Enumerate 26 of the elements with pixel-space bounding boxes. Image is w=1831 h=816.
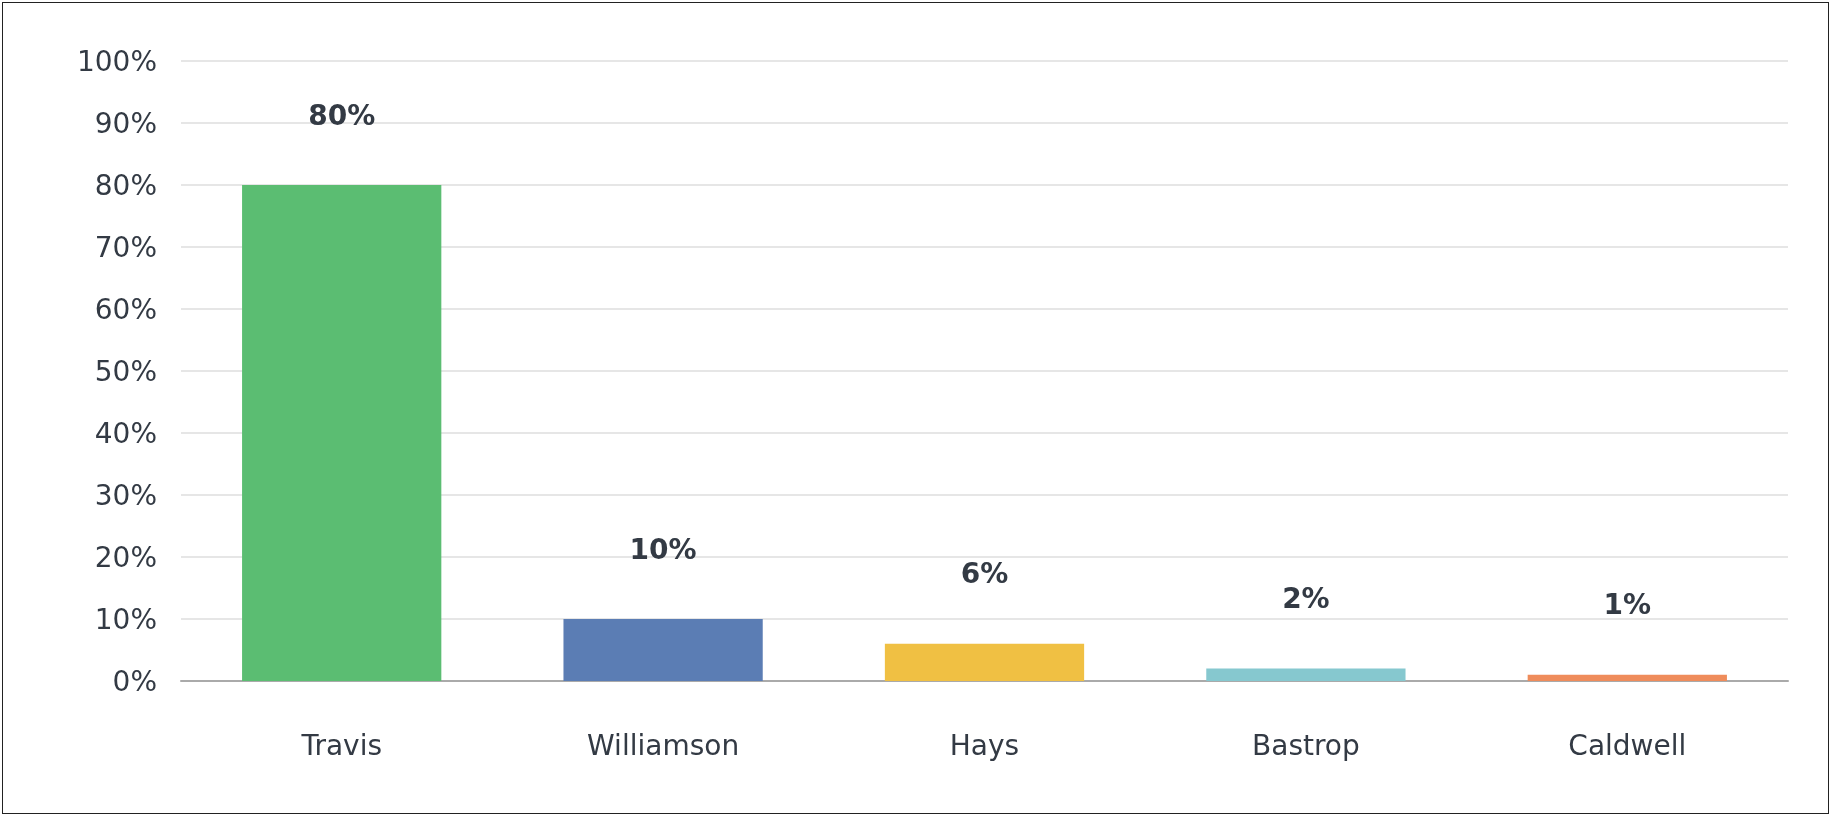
y-tick-label: 0%: [112, 664, 157, 698]
bar: [1206, 668, 1406, 681]
bar: [563, 619, 763, 681]
y-tick-label: 20%: [94, 540, 157, 574]
data-label: 6%: [960, 557, 1009, 591]
y-tick-label: 100%: [76, 44, 157, 78]
data-label: 2%: [1282, 582, 1330, 616]
data-label: 80%: [308, 98, 376, 132]
x-tick-label: Bastrop: [1252, 728, 1360, 762]
bar: [1527, 674, 1727, 681]
bar: [242, 185, 442, 681]
y-tick-label: 90%: [94, 106, 157, 140]
y-tick-label: 10%: [94, 602, 157, 636]
y-tick-label: 30%: [94, 478, 157, 512]
x-tick-label: Williamson: [587, 728, 740, 762]
x-tick-label: Hays: [949, 728, 1020, 762]
bar: [884, 643, 1085, 681]
data-label: 1%: [1603, 588, 1652, 622]
data-label: 10%: [629, 532, 697, 566]
x-tick-label: Caldwell: [1568, 728, 1687, 762]
y-tick-label: 80%: [94, 168, 157, 202]
y-tick-label: 60%: [94, 292, 157, 326]
y-tick-label: 40%: [94, 416, 157, 450]
y-tick-label: 50%: [94, 354, 157, 388]
x-tick-label: Travis: [300, 728, 382, 762]
y-tick-label: 70%: [94, 230, 157, 264]
